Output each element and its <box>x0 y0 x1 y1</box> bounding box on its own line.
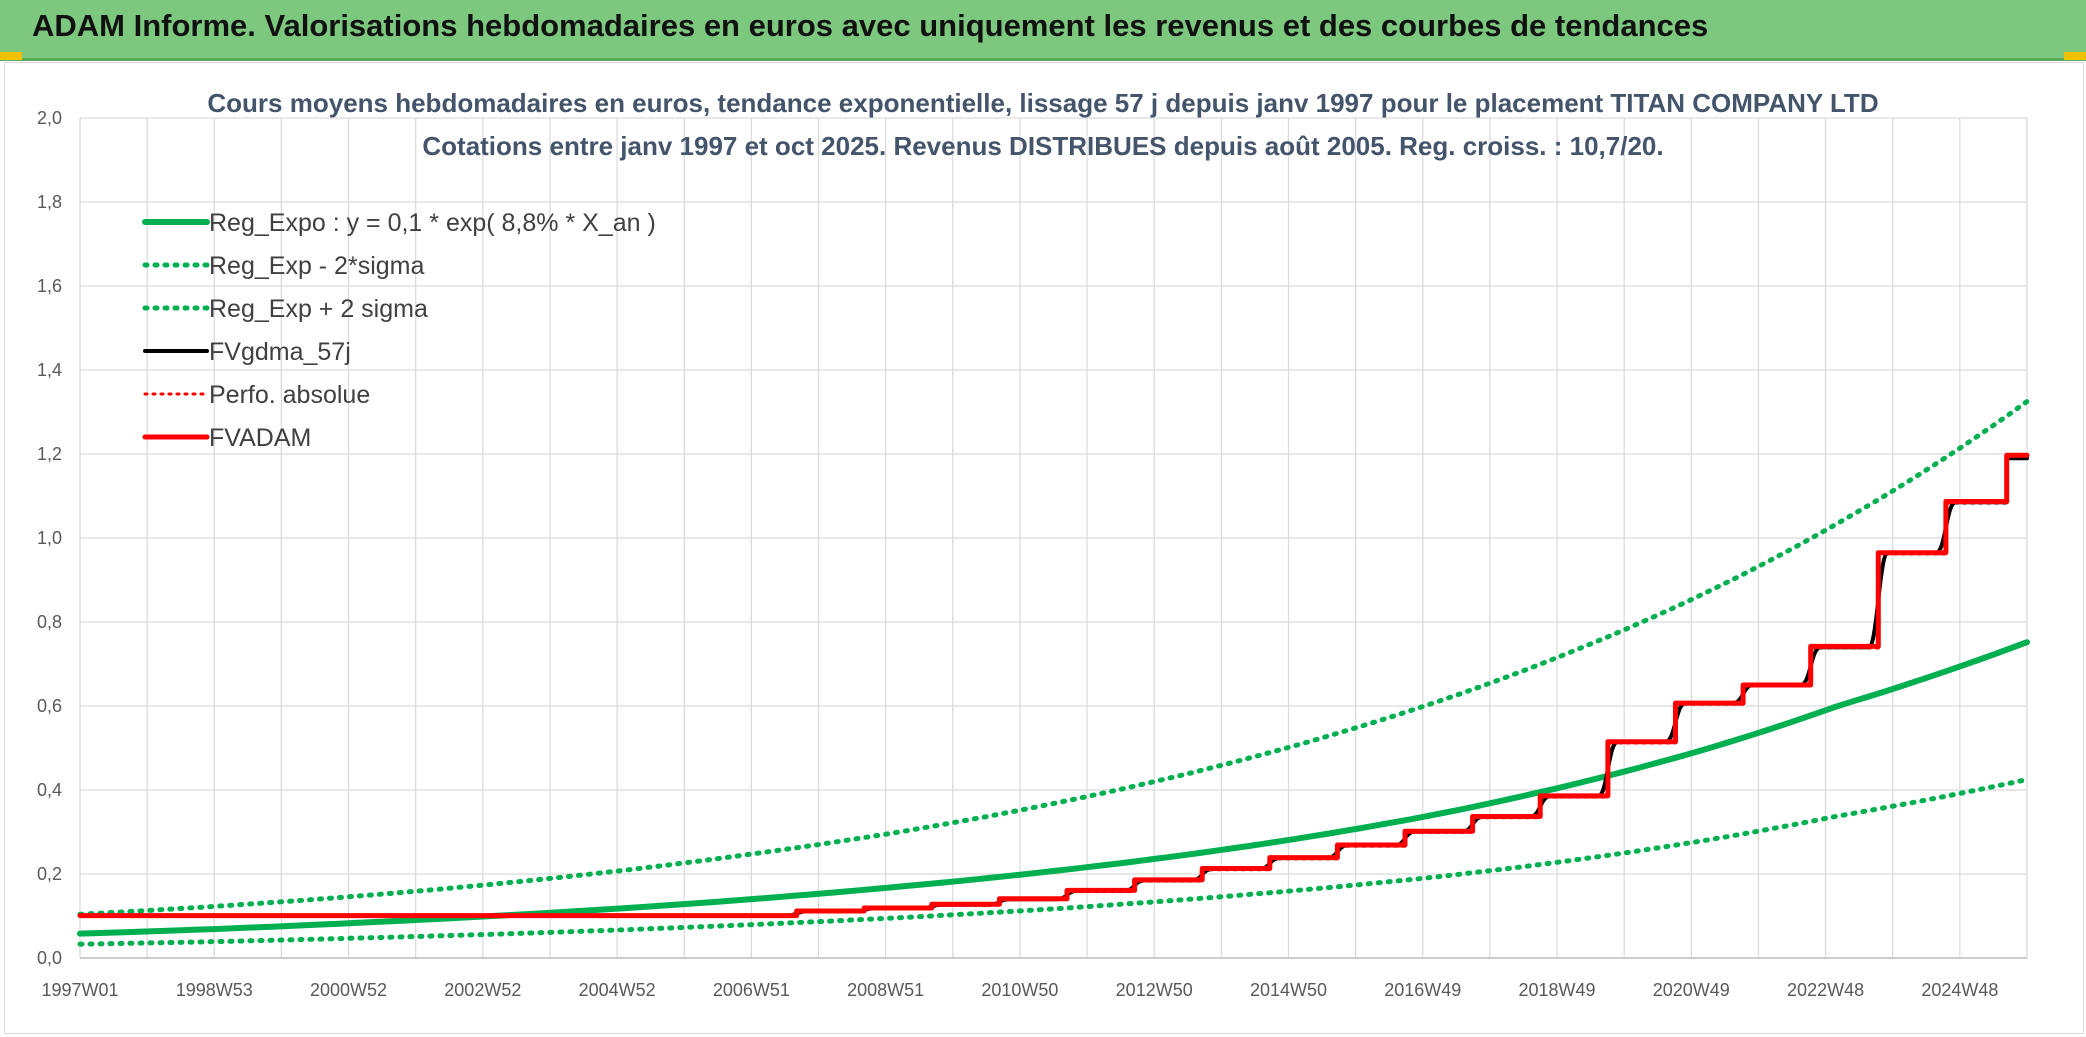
x-tick-label: 2024W48 <box>1921 980 1998 1000</box>
x-tick-label: 2012W50 <box>1116 980 1193 1000</box>
series-line-3 <box>78 456 2029 918</box>
y-tick-label: 0,4 <box>37 780 62 800</box>
x-tick-label: 2020W49 <box>1653 980 1730 1000</box>
chart-title-line2: Cotations entre janv 1997 et oct 2025. R… <box>422 131 1663 161</box>
chart-legend: Reg_Expo : y = 0,1 * exp( 8,8% * X_an ) R… <box>142 209 656 452</box>
x-tick-label: 2010W50 <box>981 980 1058 1000</box>
series-line-4 <box>78 454 2029 918</box>
y-tick-label: 0,0 <box>37 948 62 968</box>
x-tick-label: 1998W53 <box>176 980 253 1000</box>
y-tick-label: 0,2 <box>37 864 62 884</box>
y-tick-label: 0,8 <box>37 612 62 632</box>
x-tick-label: 2002W52 <box>444 980 521 1000</box>
y-tick-label: 2,0 <box>37 108 62 128</box>
y-tick-label: 1,8 <box>37 192 62 212</box>
legend-label: Reg_Exp - 2*sigma <box>209 252 424 280</box>
x-tick-label: 2004W52 <box>579 980 656 1000</box>
header-accent-left <box>0 52 22 60</box>
y-tick-label: 1,4 <box>37 360 62 380</box>
x-tick-label: 2018W49 <box>1519 980 1596 1000</box>
header-accent-right <box>2064 52 2086 60</box>
legend-label: FVADAM <box>209 424 311 452</box>
x-tick-label: 2016W49 <box>1384 980 1461 1000</box>
y-tick-label: 1,0 <box>37 528 62 548</box>
report-title: ADAM Informe. Valorisations hebdomadaire… <box>32 8 1709 43</box>
x-tick-label: 2006W51 <box>713 980 790 1000</box>
legend-label: Reg_Expo : y = 0,1 * exp( 8,8% * X_an ) <box>209 209 656 237</box>
x-tick-label: 1997W01 <box>41 980 118 1000</box>
series-line-0 <box>77 639 2030 937</box>
y-tick-label: 0,6 <box>37 696 62 716</box>
series-line-1 <box>77 777 2030 947</box>
series-line-5 <box>77 452 2030 919</box>
chart-series <box>77 399 2030 947</box>
chart-axes: 0,0 0,2 0,4 0,6 0,8 1,0 1,2 1,4 1,6 1,8 2,0 1997W01… <box>37 108 2027 1000</box>
header-bar: ADAM Informe. Valorisations hebdomadaire… <box>0 0 2086 61</box>
x-tick-label: 2022W48 <box>1787 980 1864 1000</box>
x-tick-label: 2014W50 <box>1250 980 1327 1000</box>
series-line-2 <box>77 399 2030 917</box>
x-tick-label: 2000W52 <box>310 980 387 1000</box>
chart-grid <box>79 117 2028 959</box>
y-tick-label: 1,6 <box>37 276 62 296</box>
y-tick-label: 1,2 <box>37 444 62 464</box>
legend-label: FVgdma_57j <box>209 338 351 366</box>
x-tick-label: 2008W51 <box>847 980 924 1000</box>
chart-title-line1: Cours moyens hebdomadaires en euros, ten… <box>207 88 1878 118</box>
legend-label: Reg_Exp + 2 sigma <box>209 295 428 323</box>
legend-label: Perfo. absolue <box>209 381 370 409</box>
